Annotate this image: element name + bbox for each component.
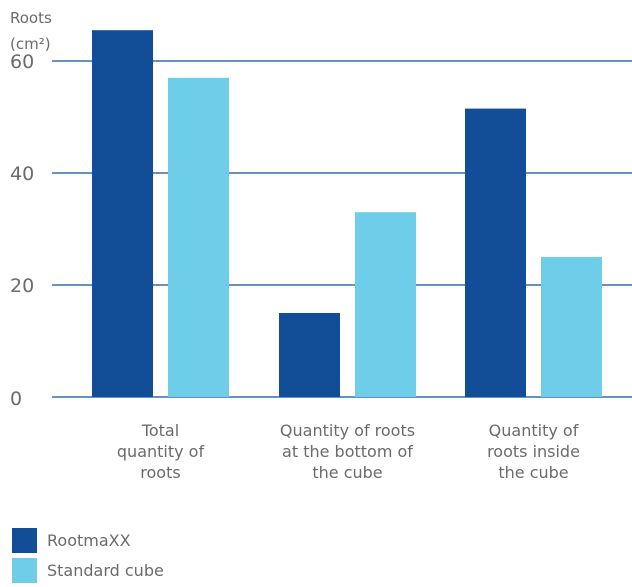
y-tick-label: 40 xyxy=(10,163,34,185)
bar xyxy=(92,30,153,397)
category-label: roots inside xyxy=(487,442,580,461)
y-axis-title-line-1: Roots xyxy=(10,9,52,27)
legend-label-standard-cube: Standard cube xyxy=(47,560,164,580)
bar xyxy=(541,257,602,397)
legend-swatch-rootmaxx xyxy=(12,527,37,553)
category-label: Quantity of roots xyxy=(280,421,415,440)
y-tick-label: 0 xyxy=(10,388,22,410)
legend-swatch-standard-cube xyxy=(12,557,37,583)
legend: RootmaXX Standard cube xyxy=(12,527,164,587)
category-label: roots xyxy=(140,463,180,482)
bar xyxy=(355,212,416,397)
y-tick-label: 20 xyxy=(10,275,34,297)
y-tick-label: 60 xyxy=(10,51,34,73)
category-label: the cube xyxy=(312,463,382,482)
category-label: Total xyxy=(141,421,179,440)
y-tick-labels: 0 20 40 60 xyxy=(10,51,34,410)
bar xyxy=(168,77,229,398)
category-label: quantity of xyxy=(117,442,205,461)
category-label: the cube xyxy=(498,463,568,482)
legend-item-standard-cube: Standard cube xyxy=(12,557,164,583)
bars xyxy=(92,30,602,398)
bar xyxy=(465,108,526,397)
y-axis-title-line-2: (cm²) xyxy=(10,35,51,53)
category-labels: Total quantity of roots Quantity of roots at… xyxy=(117,421,580,482)
category-label: Quantity of xyxy=(489,421,579,440)
legend-item-rootmaxx: RootmaXX xyxy=(12,527,164,553)
bar xyxy=(279,313,340,397)
category-label: at the bottom of xyxy=(282,442,413,461)
bar-chart: Roots (cm²) 0 20 40 60 Total quantity of root… xyxy=(10,9,632,482)
legend-label-rootmaxx: RootmaXX xyxy=(47,530,131,550)
